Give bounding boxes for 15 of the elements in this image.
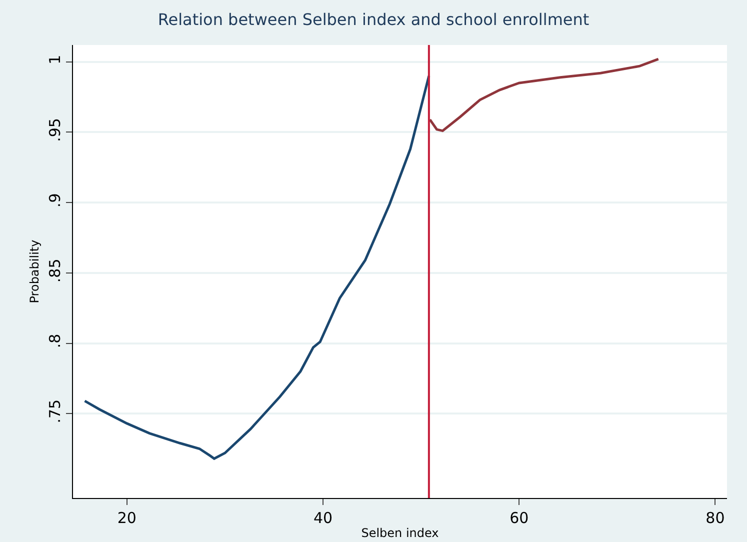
x-tick-label: 80 <box>706 509 725 527</box>
y-tick-label: .85 <box>46 258 64 283</box>
y-tick-label: 1 <box>46 54 64 64</box>
x-tick-label: 60 <box>510 509 529 527</box>
x-axis-title: Selben index <box>361 526 439 540</box>
chart-title: Relation between Selben index and school enrollment <box>158 10 590 29</box>
x-tick-label: 20 <box>117 509 136 527</box>
y-tick-label: .9 <box>46 193 64 208</box>
y-axis-title: Probability <box>27 240 42 304</box>
y-tick-label: .75 <box>46 399 64 424</box>
line-series <box>84 74 430 460</box>
y-tick-label: .8 <box>46 334 64 348</box>
y-tick-label: .95 <box>46 118 64 142</box>
line-series <box>428 58 660 132</box>
x-tick-label: 40 <box>313 509 333 527</box>
